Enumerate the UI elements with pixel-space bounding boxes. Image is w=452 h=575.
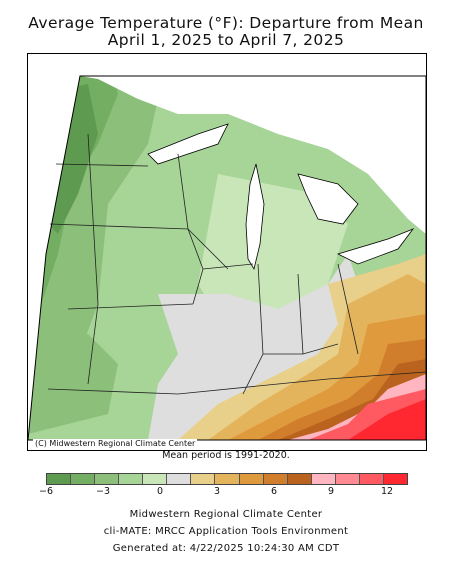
domain-outline bbox=[28, 75, 426, 441]
legend-swatch bbox=[143, 474, 168, 484]
legend-tick: 6 bbox=[270, 486, 278, 497]
legend-tick: −6 bbox=[38, 486, 54, 497]
footer-org: Midwestern Regional Climate Center bbox=[129, 509, 323, 520]
legend-tick: 12 bbox=[380, 486, 394, 497]
legend-swatch bbox=[383, 474, 407, 484]
footer-generated: Generated at: 4/22/2025 10:24:30 AM CDT bbox=[112, 543, 340, 554]
legend-swatch bbox=[167, 474, 192, 484]
legend-swatch bbox=[71, 474, 96, 484]
map-panel: (C) Midwestern Regional Climate Center bbox=[27, 53, 427, 451]
legend-tick: 0 bbox=[156, 486, 164, 497]
lake-erie bbox=[336, 228, 415, 265]
anomaly-band-zero bbox=[148, 254, 358, 440]
outside-domain-west bbox=[28, 54, 80, 440]
anomaly-band-minus2 bbox=[28, 334, 118, 434]
anomaly-band-plus12 bbox=[348, 399, 426, 440]
footer-tool: cli-MATE: MRCC Application Tools Environ… bbox=[103, 526, 349, 537]
color-legend-bar bbox=[46, 473, 408, 485]
map-date-range: April 1, 2025 to April 7, 2025 bbox=[107, 31, 345, 49]
legend-swatch bbox=[95, 474, 120, 484]
legend-swatch bbox=[239, 474, 264, 484]
state-boundaries bbox=[47, 133, 426, 395]
legend-tick: 3 bbox=[213, 486, 221, 497]
outside-domain-north bbox=[80, 76, 426, 234]
legend-tick: 9 bbox=[327, 486, 335, 497]
legend-swatch bbox=[335, 474, 360, 484]
lake-huron bbox=[297, 173, 359, 225]
legend-swatch bbox=[359, 474, 384, 484]
legend-tick: −3 bbox=[95, 486, 111, 497]
legend-swatch bbox=[311, 474, 336, 484]
map-title: Average Temperature (°F): Departure from… bbox=[28, 14, 424, 32]
legend-swatch bbox=[191, 474, 216, 484]
copyright-label: (C) Midwestern Regional Climate Center bbox=[33, 439, 198, 448]
legend-swatch bbox=[215, 474, 240, 484]
legend-swatch bbox=[47, 474, 72, 484]
legend-swatch bbox=[263, 474, 288, 484]
lake-superior bbox=[147, 123, 229, 165]
temperature-departure-map bbox=[28, 54, 426, 441]
legend-swatch bbox=[287, 474, 312, 484]
mean-period-note: Mean period is 1991-2020. bbox=[162, 450, 290, 461]
legend-swatch bbox=[119, 474, 144, 484]
